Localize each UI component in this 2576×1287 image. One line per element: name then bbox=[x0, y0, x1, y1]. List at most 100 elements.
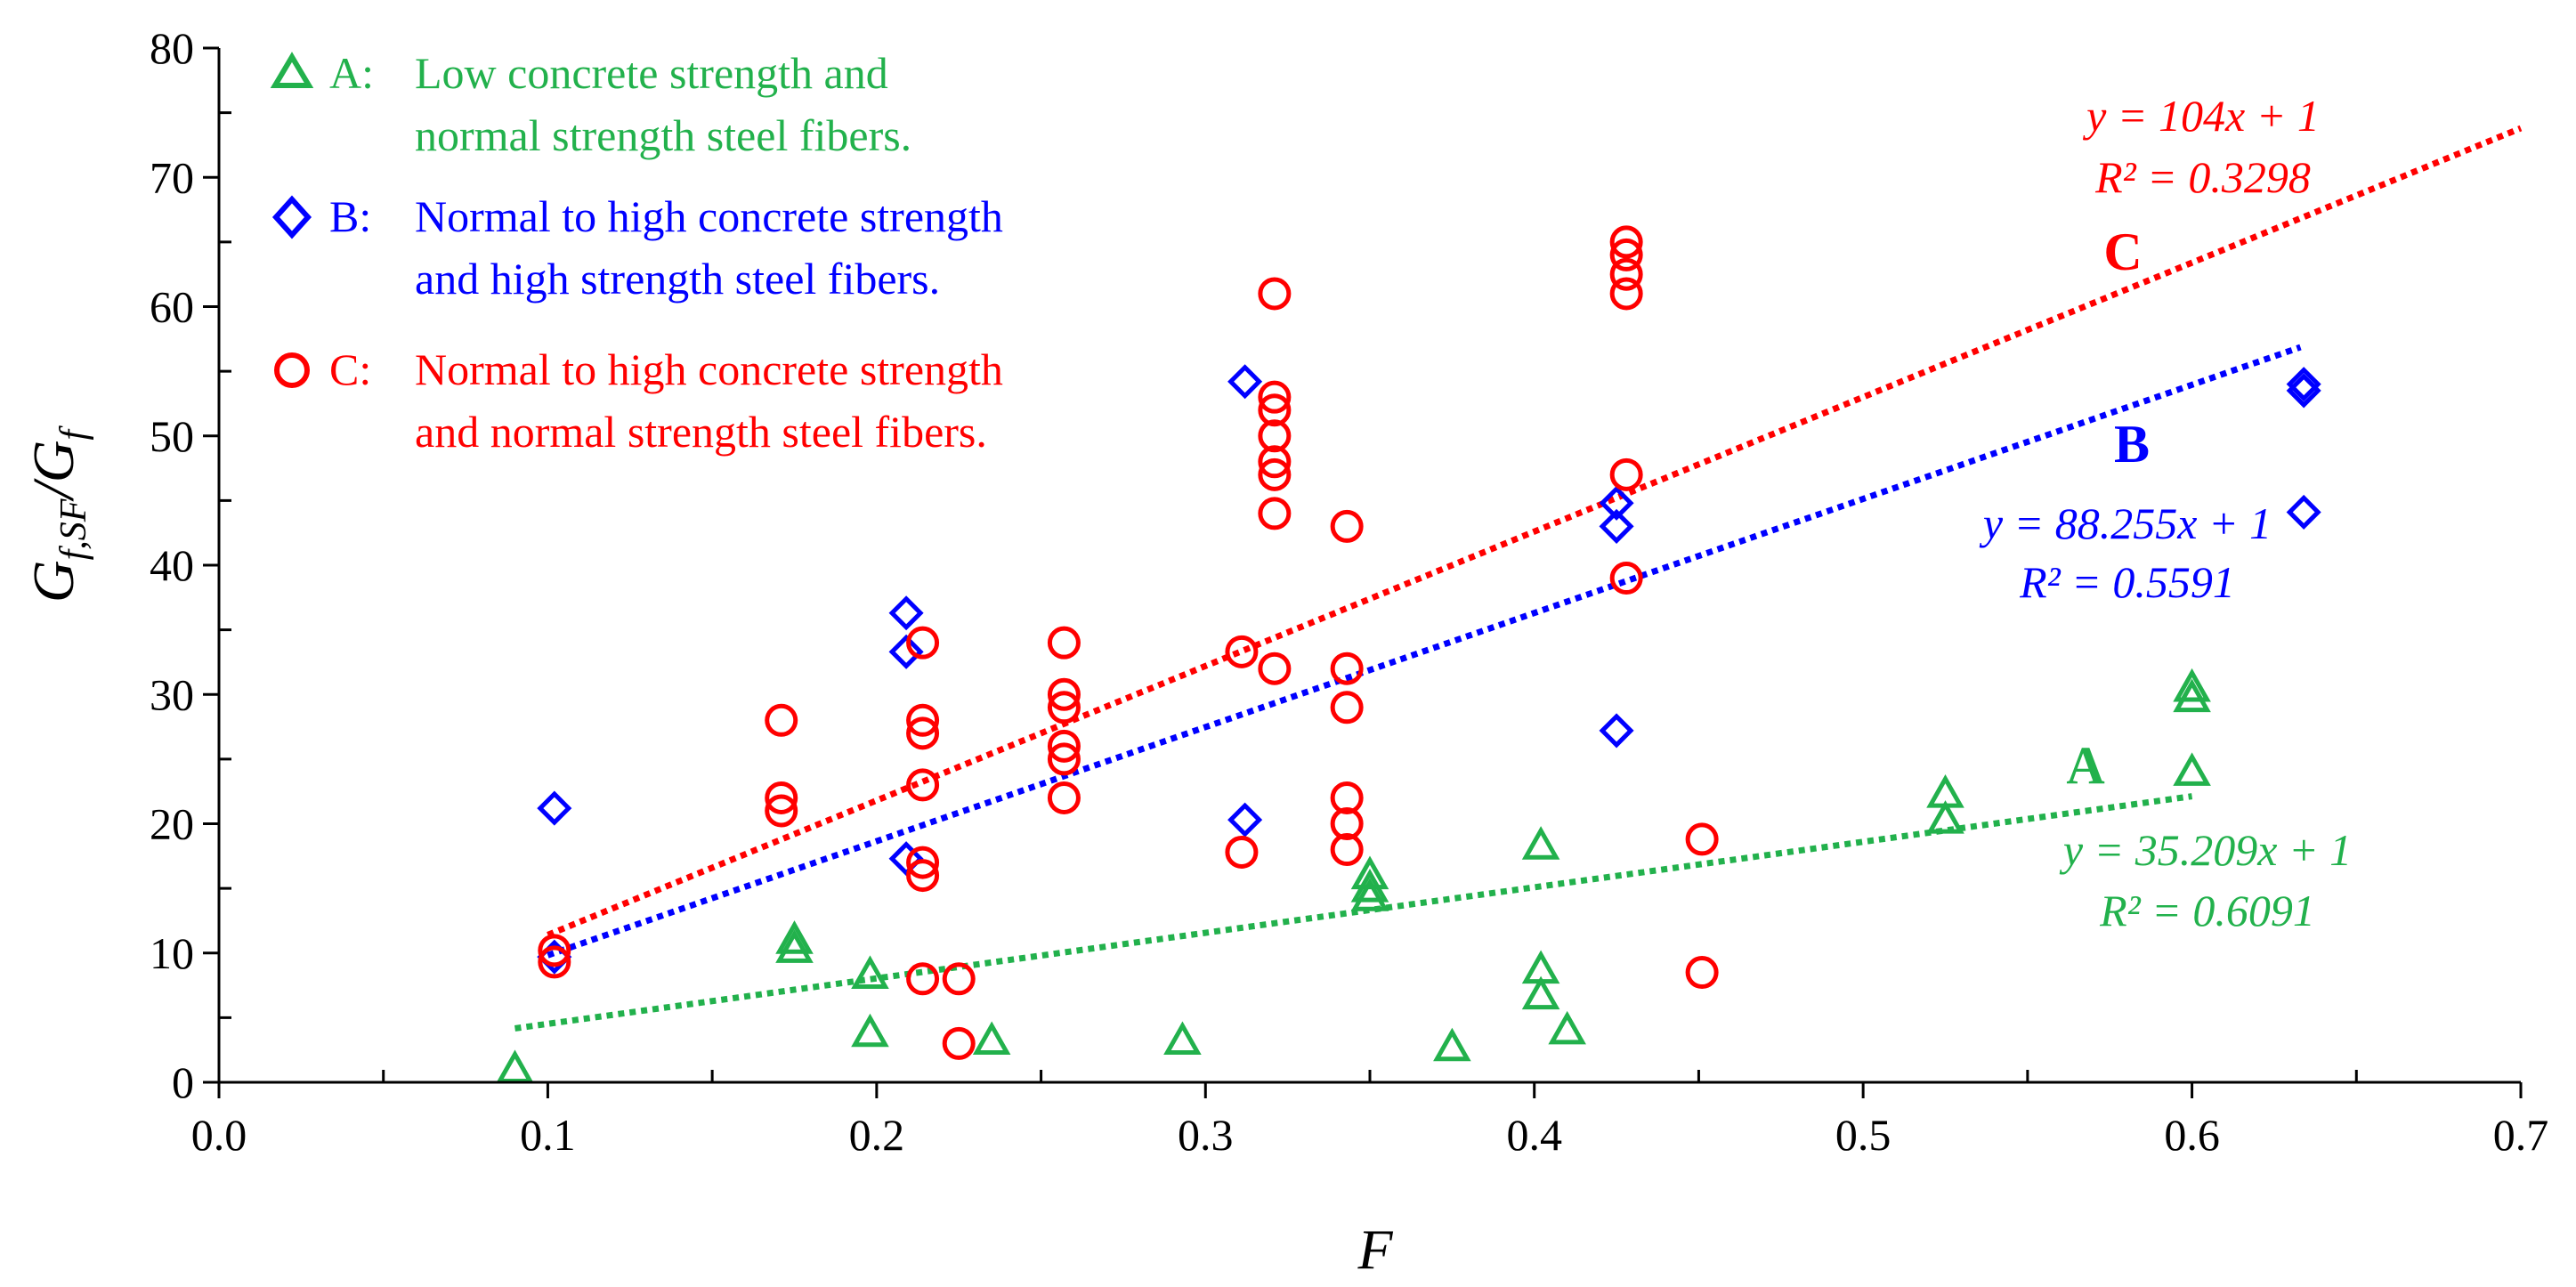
axes: 0.0 0.1 0.2 0.3 0.4 0.5 0.6 0.7 0 10 20 30 40 50 60 70 8… bbox=[150, 23, 2548, 1160]
data-point-b bbox=[1227, 364, 1263, 400]
data-point-c bbox=[1609, 562, 1643, 595]
legend-text-c-line1: Normal to high concrete strength bbox=[415, 344, 1003, 394]
r2-b: R² = 0.5591 bbox=[2019, 557, 2235, 607]
y-tick-label: 30 bbox=[150, 669, 194, 719]
data-point-c bbox=[1258, 457, 1292, 491]
legend-key-b: B: bbox=[329, 191, 371, 241]
data-point-c bbox=[1258, 393, 1292, 427]
x-tick-label: 0.5 bbox=[1835, 1110, 1891, 1160]
trend-label-c: C bbox=[2103, 223, 2142, 281]
data-point-c bbox=[1685, 956, 1719, 990]
legend-entry-c: C: Normal to high concrete strength and … bbox=[274, 344, 1003, 457]
data-point-b bbox=[2286, 494, 2321, 530]
trendline-c bbox=[547, 125, 2523, 938]
y-tick-label: 10 bbox=[150, 928, 194, 978]
data-point-c bbox=[1330, 509, 1364, 543]
data-point-a bbox=[2173, 678, 2211, 713]
data-point-c bbox=[1609, 277, 1643, 311]
annotation-c: y = 104x + 1 R² = 0.3298 C bbox=[2082, 91, 2320, 281]
data-point-c bbox=[1047, 729, 1081, 763]
y-tick-label: 50 bbox=[150, 411, 194, 461]
x-axis-title: F bbox=[1357, 1218, 1393, 1281]
legend-marker-b bbox=[271, 195, 312, 239]
y-tick-label: 20 bbox=[150, 799, 194, 849]
y-tick-label: 80 bbox=[150, 23, 194, 73]
trendline-b bbox=[547, 344, 2302, 959]
data-point-c bbox=[1047, 742, 1081, 776]
data-point-b bbox=[888, 841, 924, 877]
data-point-c bbox=[1047, 781, 1081, 814]
data-point-c bbox=[1047, 626, 1081, 660]
legend-text-a-line2: normal strength steel fibers. bbox=[415, 110, 911, 160]
data-point-c bbox=[1609, 238, 1643, 271]
y-tick-label: 70 bbox=[150, 152, 194, 202]
x-tick-label: 0.6 bbox=[2164, 1110, 2220, 1160]
data-point-c bbox=[1258, 380, 1292, 414]
data-point-c bbox=[765, 781, 798, 814]
data-point-b bbox=[1599, 508, 1634, 544]
data-point-c bbox=[1609, 225, 1643, 259]
data-point-c bbox=[1609, 257, 1643, 291]
data-point-c bbox=[942, 962, 976, 996]
legend-text-c-line2: and normal strength steel fibers. bbox=[415, 407, 987, 457]
trendline-a bbox=[514, 793, 2193, 1032]
data-point-c bbox=[906, 768, 940, 802]
legend-key-c: C: bbox=[329, 344, 371, 394]
data-point-a bbox=[851, 1013, 889, 1048]
data-point-c bbox=[765, 703, 798, 737]
legend-text-b-line1: Normal to high concrete strength bbox=[415, 191, 1003, 241]
data-point-c bbox=[1225, 635, 1259, 668]
trend-label-b: B bbox=[2114, 415, 2150, 474]
data-point-b bbox=[2286, 367, 2321, 402]
r2-a: R² = 0.6091 bbox=[2099, 886, 2315, 935]
legend-marker-c bbox=[274, 352, 310, 388]
data-point-a bbox=[1163, 1021, 1202, 1056]
data-point-c bbox=[906, 962, 940, 996]
data-point-c bbox=[1047, 677, 1081, 711]
x-tick-label: 0.4 bbox=[1506, 1110, 1562, 1160]
annotation-a: A y = 35.209x + 1 R² = 0.6091 bbox=[2059, 736, 2352, 935]
data-point-c bbox=[538, 934, 571, 967]
data-point-b bbox=[2286, 373, 2321, 409]
equation-c: y = 104x + 1 bbox=[2082, 91, 2320, 141]
data-point-a bbox=[972, 1021, 1011, 1056]
data-point-c bbox=[906, 859, 940, 893]
legend: A: Low concrete strength and normal stre… bbox=[270, 48, 1003, 457]
data-point-a bbox=[775, 929, 814, 963]
x-tick-label: 0.1 bbox=[520, 1110, 576, 1160]
data-point-a bbox=[1521, 975, 1560, 1010]
data-point-c bbox=[1258, 445, 1292, 479]
data-point-c bbox=[765, 794, 798, 828]
data-point-c bbox=[1330, 807, 1364, 840]
y-axis-title: Gf,SF/Gf bbox=[21, 425, 94, 603]
data-points bbox=[496, 225, 2321, 1083]
data-point-b bbox=[1599, 485, 1634, 521]
data-point-b bbox=[537, 790, 572, 826]
data-point-c bbox=[1609, 457, 1643, 491]
legend-entry-b: B: Normal to high concrete strength and … bbox=[271, 191, 1003, 304]
trendlines bbox=[514, 125, 2523, 1032]
x-tick-label: 0.3 bbox=[1178, 1110, 1234, 1160]
legend-entry-a: A: Low concrete strength and normal stre… bbox=[270, 48, 911, 160]
data-point-c bbox=[1258, 652, 1292, 685]
annotation-b: B y = 88.255x + 1 R² = 0.5591 bbox=[1979, 415, 2272, 607]
legend-text-b-line2: and high strength steel fibers. bbox=[415, 254, 940, 304]
data-point-a bbox=[1926, 800, 1964, 834]
data-point-c bbox=[1258, 497, 1292, 530]
data-point-c bbox=[906, 703, 940, 737]
data-point-c bbox=[1685, 822, 1719, 856]
equation-a: y = 35.209x + 1 bbox=[2059, 825, 2352, 875]
data-point-c bbox=[1258, 419, 1292, 453]
data-point-c bbox=[1330, 833, 1364, 867]
legend-text-a-line1: Low concrete strength and bbox=[415, 48, 888, 98]
data-point-a bbox=[496, 1049, 534, 1083]
data-point-c bbox=[1225, 835, 1259, 869]
y-tick-label: 0 bbox=[172, 1057, 194, 1107]
y-tick-label: 40 bbox=[150, 540, 194, 590]
data-point-a bbox=[1350, 878, 1389, 911]
data-point-a bbox=[2173, 752, 2211, 786]
x-tick-label: 0.0 bbox=[191, 1110, 247, 1160]
data-point-a bbox=[1433, 1027, 1471, 1062]
data-point-a bbox=[1548, 1010, 1586, 1045]
data-point-b bbox=[888, 634, 924, 669]
